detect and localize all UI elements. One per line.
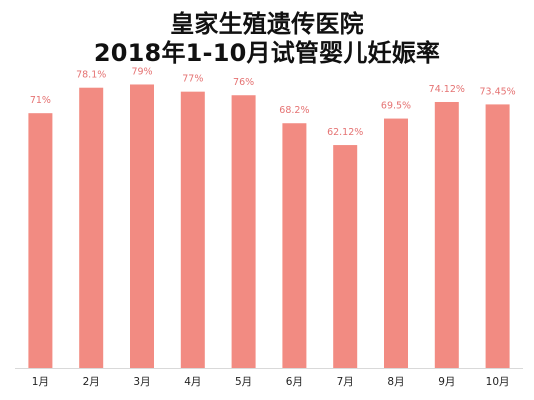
bar-8 [384,118,408,368]
data-label-10: 73.45% [479,86,515,97]
chart-title-line-1: 皇家生殖遗传医院 [170,10,364,38]
x-tick-label-5: 5月 [235,376,252,388]
x-tick-label-4: 4月 [184,376,201,388]
bar-6 [282,123,307,369]
chart-title: 皇家生殖遗传医院 2018年1-10月试管婴儿妊娠率 [0,10,534,68]
x-tick-label-2: 2月 [83,376,100,388]
data-label-1: 71% [30,95,51,106]
x-tick-label-6: 6月 [286,376,303,388]
bar-10 [485,104,510,369]
data-label-7: 62.12% [327,127,363,138]
data-label-5: 76% [233,77,254,88]
data-label-9: 74.12% [429,84,465,95]
chart-title-line-2: 2018年1-10月试管婴儿妊娠率 [93,39,441,67]
x-tick-label-8: 8月 [387,376,404,388]
bar-3 [130,84,154,368]
bar-2 [79,87,104,369]
data-label-2: 78.1% [76,70,106,81]
data-label-8: 69.5% [381,101,411,112]
bar-7 [333,145,358,368]
data-label-3: 79% [131,66,152,77]
bar-9 [434,101,459,369]
x-tick-label-7: 7月 [337,376,354,388]
bar-4 [180,91,205,368]
data-label-4: 77% [182,74,203,85]
x-tick-label-1: 1月 [32,376,49,388]
bar-1 [28,113,53,368]
x-tick-label-3: 3月 [133,376,150,388]
bar-5 [231,95,256,369]
x-tick-label-10: 10月 [486,376,510,388]
x-tick-label-9: 9月 [438,376,455,388]
data-label-6: 68.2% [279,105,309,116]
